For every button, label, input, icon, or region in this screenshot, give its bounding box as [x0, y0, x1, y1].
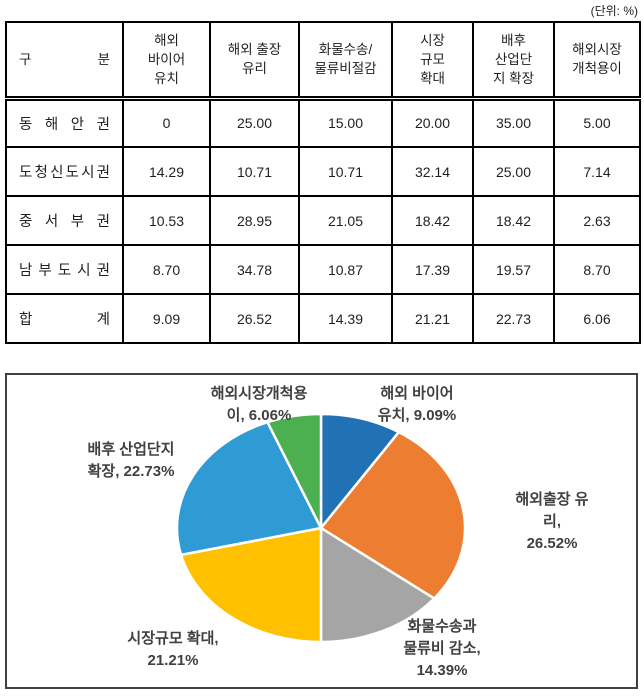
value-cell: 21.05 [298, 195, 393, 246]
value-cell: 18.42 [391, 195, 474, 246]
header-cell-buyer: 해외 바이어 유치 [122, 21, 211, 101]
value-cell: 19.57 [472, 244, 555, 295]
pie-slice-label-buyer: 해외 바이어 유치, 9.09% [377, 385, 457, 424]
value-cell: 0 [122, 97, 211, 148]
value-cell: 26.52 [209, 293, 300, 344]
value-cell: 15.00 [298, 97, 393, 148]
header-cell-trip: 해외 출장 유리 [209, 21, 300, 101]
value-cell: 32.14 [391, 146, 474, 197]
value-cell: 2.63 [553, 195, 641, 246]
pie-slice-0 [319, 412, 401, 532]
value-cell: 18.42 [472, 195, 555, 246]
value-cell: 28.95 [209, 195, 300, 246]
value-cell: 8.70 [553, 244, 641, 295]
pie-slice-label-freight: 화물수송과 물류비 감소, 14.39% [403, 618, 481, 679]
value-cell: 21.21 [391, 293, 474, 344]
value-cell: 20.00 [391, 97, 474, 148]
value-cell: 25.00 [209, 97, 300, 148]
pie-slice-label-overseas: 해외시장개척용 이, 6.06% [210, 385, 308, 424]
value-cell: 17.39 [391, 244, 474, 295]
value-cell: 5.00 [553, 97, 641, 148]
value-cell: 8.70 [122, 244, 211, 295]
pie-chart [175, 412, 467, 644]
pie-slice-label-industrial: 배후 산업단지 확장, 22.73% [87, 441, 175, 480]
value-cell: 22.73 [472, 293, 555, 344]
pie-slice-1 [319, 430, 467, 601]
value-cell: 25.00 [472, 146, 555, 197]
value-cell: 7.14 [553, 146, 641, 197]
pie-slice-2 [319, 525, 437, 644]
value-cell: 34.78 [209, 244, 300, 295]
pie-slice-label-market: 시장규모 확대, 21.21% [127, 630, 219, 669]
value-cell: 10.71 [298, 146, 393, 197]
value-cell: 14.29 [122, 146, 211, 197]
pie-chart-box: 해외 바이어 유치, 9.09% 해외출장 유리, 26.52% 화물수송과 물… [5, 373, 638, 689]
pie-slice-5 [265, 412, 323, 529]
value-cell: 6.06 [553, 293, 641, 344]
unit-note: (단위: %) [590, 4, 638, 18]
value-cell: 9.09 [122, 293, 211, 344]
header-cell-freight: 화물수송/ 물류비절감 [298, 21, 393, 101]
value-cell: 10.71 [209, 146, 300, 197]
header-cell-overseas: 해외시장 개척용이 [553, 21, 641, 101]
pie-slice-3 [179, 526, 323, 644]
value-cell: 35.00 [472, 97, 555, 148]
pie-slice-4 [175, 420, 323, 557]
header-cell-industrial: 배후 산업단 지 확장 [472, 21, 555, 101]
value-cell: 14.39 [298, 293, 393, 344]
pie-slice-label-trip: 해외출장 유리, 26.52% [515, 491, 589, 552]
header-cell-market: 시장 규모 확대 [391, 21, 474, 101]
value-cell: 10.53 [122, 195, 211, 246]
value-cell: 10.87 [298, 244, 393, 295]
